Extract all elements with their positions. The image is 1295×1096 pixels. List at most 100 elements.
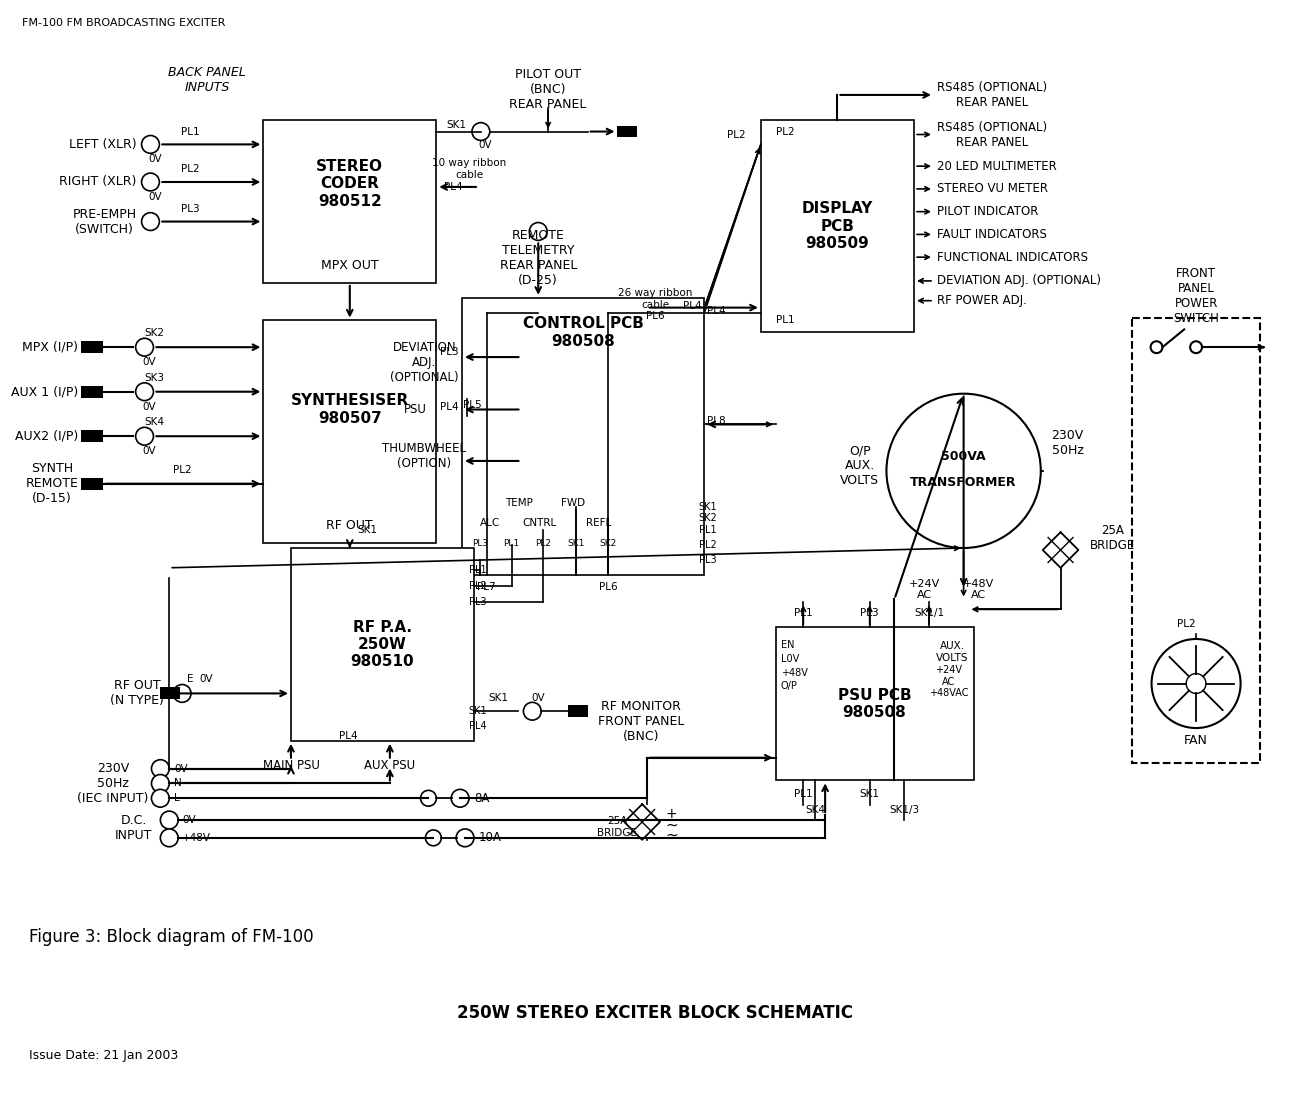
Text: RF P.A.
250W
980510: RF P.A. 250W 980510 (351, 619, 414, 670)
Text: PL2: PL2 (535, 538, 552, 548)
Bar (263, 119, 436, 283)
Text: SK1: SK1 (698, 502, 716, 513)
Text: 25A
BRIDGE: 25A BRIDGE (1090, 524, 1136, 552)
Text: 8A: 8A (474, 791, 490, 804)
Text: DISPLAY
PCB
980509: DISPLAY PCB 980509 (802, 201, 873, 251)
Circle shape (136, 427, 153, 445)
Text: D.C.
INPUT: D.C. INPUT (115, 814, 153, 842)
Text: PL4: PL4 (440, 401, 460, 411)
Text: PSU PCB
980508: PSU PCB 980508 (838, 687, 912, 720)
Text: 0V: 0V (142, 446, 157, 456)
Text: EN: EN (781, 640, 794, 650)
Text: RF OUT: RF OUT (326, 518, 373, 532)
Text: REFL: REFL (585, 518, 611, 528)
Text: 10A: 10A (479, 832, 501, 844)
Text: PL6: PL6 (600, 582, 618, 592)
Text: ~: ~ (666, 827, 679, 843)
Circle shape (161, 811, 179, 829)
Text: MPX (I/P): MPX (I/P) (22, 341, 78, 354)
Text: 0V: 0V (531, 694, 545, 704)
Text: +48V: +48V (183, 833, 211, 843)
Bar (776, 627, 974, 780)
Text: ALC: ALC (479, 518, 500, 528)
Circle shape (1186, 674, 1206, 694)
Text: PL4: PL4 (684, 300, 702, 310)
Text: FM-100 FM BROADCASTING EXCITER: FM-100 FM BROADCASTING EXCITER (22, 18, 225, 27)
Text: 0V: 0V (183, 815, 196, 825)
Text: THUMBWHEEL
(OPTION): THUMBWHEEL (OPTION) (382, 442, 466, 470)
Circle shape (421, 790, 436, 807)
Text: SK4: SK4 (805, 806, 825, 815)
Bar (462, 298, 704, 574)
Text: PL3: PL3 (469, 597, 487, 607)
Text: SK1/3: SK1/3 (890, 806, 919, 815)
Text: AUX.
VOLTS: AUX. VOLTS (936, 641, 969, 663)
Text: PL1: PL1 (794, 789, 813, 799)
Text: PL8: PL8 (707, 416, 726, 426)
Text: SK2: SK2 (600, 538, 618, 548)
Text: SK1: SK1 (567, 538, 584, 548)
Text: PILOT OUT
(BNC)
REAR PANEL: PILOT OUT (BNC) REAR PANEL (509, 68, 587, 112)
Circle shape (1151, 639, 1241, 728)
Text: SK3: SK3 (145, 373, 164, 383)
Bar (291, 548, 474, 741)
Text: PL3: PL3 (471, 538, 488, 548)
Circle shape (152, 775, 170, 792)
Text: PRE-EMPH
(SWITCH): PRE-EMPH (SWITCH) (73, 207, 137, 236)
Text: PL3: PL3 (698, 555, 716, 564)
Text: FAULT INDICATORS: FAULT INDICATORS (936, 228, 1046, 241)
Text: DEVIATION
ADJ.
(OPTIONAL): DEVIATION ADJ. (OPTIONAL) (390, 341, 458, 384)
Text: PL1: PL1 (469, 564, 487, 574)
Text: PL3: PL3 (181, 204, 199, 214)
Text: PL4: PL4 (707, 306, 726, 316)
Text: 0V: 0V (199, 674, 212, 684)
Text: TRANSFORMER: TRANSFORMER (910, 476, 1017, 489)
Text: 26 way ribbon
cable: 26 way ribbon cable (618, 288, 692, 309)
Circle shape (451, 789, 469, 807)
Text: Figure 3: Block diagram of FM-100: Figure 3: Block diagram of FM-100 (28, 927, 313, 946)
Text: N: N (175, 778, 183, 788)
Circle shape (1150, 341, 1163, 353)
Bar (82, 341, 104, 353)
Text: PL1: PL1 (504, 538, 519, 548)
Circle shape (523, 703, 541, 720)
Text: RS485 (OPTIONAL)
REAR PANEL: RS485 (OPTIONAL) REAR PANEL (936, 81, 1048, 109)
Text: O/P
AUX.
VOLTS: O/P AUX. VOLTS (840, 444, 879, 488)
Bar (1132, 318, 1260, 763)
Text: SK1/1: SK1/1 (914, 608, 944, 618)
Bar (82, 431, 104, 442)
Bar (618, 126, 637, 137)
Text: STEREO VU METER: STEREO VU METER (936, 182, 1048, 195)
Text: 20 LED MULTIMETER: 20 LED MULTIMETER (936, 160, 1057, 173)
Text: PL2: PL2 (469, 581, 487, 591)
Text: PL1: PL1 (181, 126, 199, 137)
Text: PL3: PL3 (440, 347, 460, 357)
Text: PL1: PL1 (698, 525, 716, 535)
Circle shape (141, 136, 159, 153)
Text: 10 way ribbon
cable: 10 way ribbon cable (431, 158, 506, 180)
Text: SK1: SK1 (357, 525, 378, 535)
Text: PL1: PL1 (776, 316, 794, 326)
Circle shape (174, 685, 192, 703)
Text: 0V: 0V (175, 764, 188, 774)
Bar (82, 478, 104, 490)
Text: PL2: PL2 (776, 126, 794, 137)
Bar (569, 706, 588, 717)
Text: MAIN PSU: MAIN PSU (263, 760, 320, 772)
Text: PL4: PL4 (339, 731, 357, 741)
Text: +48V: +48V (781, 667, 808, 677)
Text: O/P: O/P (781, 682, 798, 692)
Text: LEFT (XLR): LEFT (XLR) (69, 138, 137, 151)
Text: 0V: 0V (149, 192, 162, 202)
Bar (82, 386, 104, 398)
Circle shape (161, 829, 179, 847)
Text: PL7: PL7 (478, 582, 496, 592)
Circle shape (141, 213, 159, 230)
Text: SK1: SK1 (469, 706, 487, 716)
Text: RF POWER ADJ.: RF POWER ADJ. (936, 294, 1027, 307)
Circle shape (530, 222, 548, 240)
Text: 250W STEREO EXCITER BLOCK SCHEMATIC: 250W STEREO EXCITER BLOCK SCHEMATIC (457, 1004, 853, 1021)
Text: +24V
AC: +24V AC (908, 579, 940, 601)
Text: PL4: PL4 (469, 721, 487, 731)
Text: SK1: SK1 (447, 119, 466, 129)
